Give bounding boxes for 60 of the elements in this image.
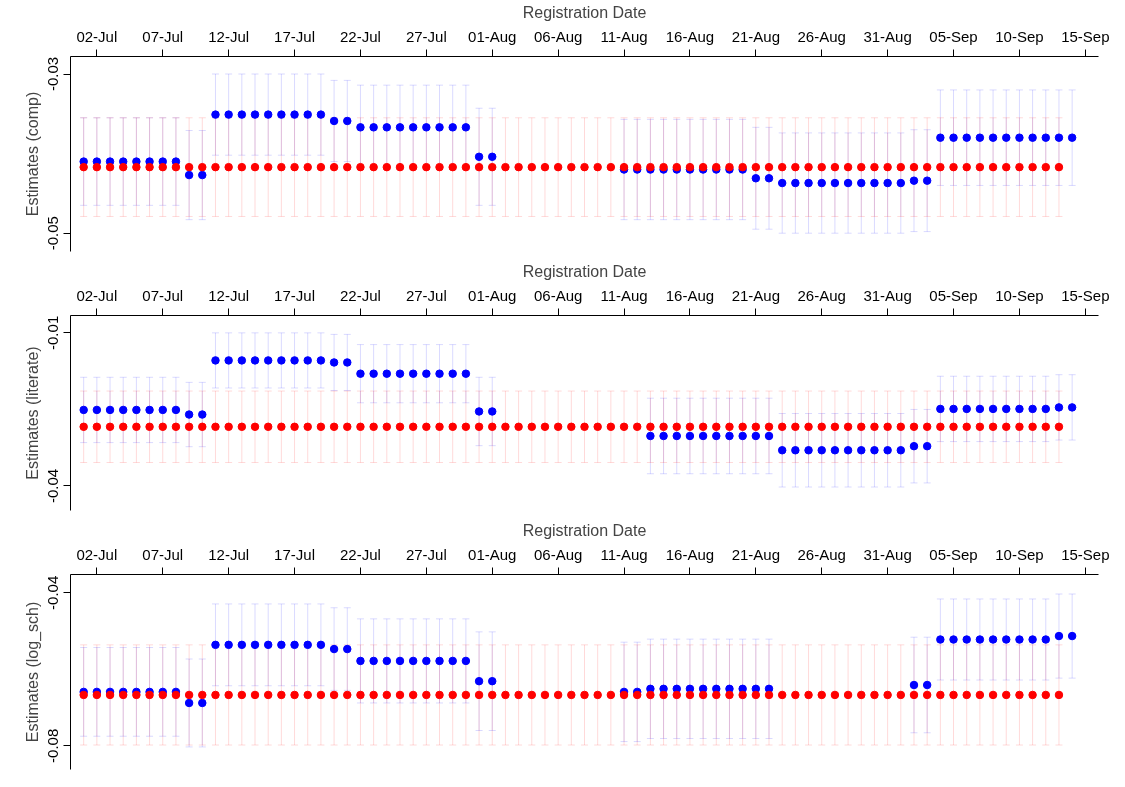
x-tick-label: 12-Jul: [208, 286, 250, 304]
y-tick-label: -0.05: [44, 216, 62, 251]
x-tick-label: 17-Jul: [274, 27, 315, 45]
x-tick-label: 05-Sep: [929, 286, 978, 304]
x-tick-label: 21-Aug: [731, 545, 781, 563]
x-tick-label: 16-Aug: [665, 545, 715, 563]
x-tick-label: 11-Aug: [600, 286, 648, 304]
x-tick-label: 01-Aug: [468, 27, 517, 45]
x-tick-label: 06-Aug: [533, 286, 583, 304]
x-tick-label: 22-Jul: [340, 27, 381, 45]
x-tick-label: 02-Jul: [76, 545, 118, 563]
x-tick-label: 15-Sep: [1061, 286, 1110, 304]
x-tick-label: 26-Aug: [797, 545, 846, 563]
x-tick-label: 06-Aug: [533, 545, 583, 563]
x-tick-label: 10-Sep: [995, 286, 1044, 304]
x-tick-label: 11-Aug: [600, 27, 648, 45]
y-tick-label: -0.04: [44, 575, 62, 610]
x-tick-label: 27-Jul: [405, 545, 447, 563]
y-axis-title: Estimates (log_sch): [23, 601, 42, 743]
x-tick-label: 10-Sep: [995, 27, 1044, 45]
x-axis-title: Registration Date: [522, 262, 647, 280]
x-tick-label: 05-Sep: [929, 545, 978, 563]
y-tick-label: -0.01: [44, 315, 62, 350]
y-axis-title: Estimates (comp): [23, 91, 41, 217]
x-tick-label: 16-Aug: [665, 27, 715, 45]
x-tick-label: 31-Aug: [863, 286, 912, 304]
x-tick-label: 17-Jul: [274, 286, 315, 304]
x-tick-label: 21-Aug: [731, 286, 781, 304]
x-tick-label: 26-Aug: [797, 27, 846, 45]
x-tick-label: 12-Jul: [208, 27, 250, 45]
x-tick-label: 27-Jul: [405, 27, 447, 45]
x-tick-label: 16-Aug: [665, 286, 715, 304]
x-axis-title: Registration Date: [522, 3, 647, 21]
x-tick-label: 11-Aug: [600, 545, 648, 563]
y-tick-label: -0.03: [44, 56, 62, 92]
x-tick-label: 27-Jul: [405, 286, 447, 304]
x-tick-label: 02-Jul: [76, 286, 118, 304]
x-tick-label: 31-Aug: [863, 545, 912, 563]
x-tick-label: 07-Jul: [142, 286, 184, 304]
x-tick-label: 15-Sep: [1061, 27, 1110, 45]
x-tick-label: 07-Jul: [142, 545, 184, 563]
x-tick-label: 31-Aug: [863, 27, 912, 45]
x-tick-label: 02-Jul: [76, 27, 118, 45]
x-tick-label: 10-Sep: [995, 545, 1044, 563]
x-tick-label: 12-Jul: [208, 545, 250, 563]
x-tick-label: 15-Sep: [1061, 545, 1110, 563]
x-tick-label: 06-Aug: [533, 27, 583, 45]
x-tick-label: 01-Aug: [468, 545, 517, 563]
y-axis-title: Estimates (literate): [23, 346, 41, 480]
x-tick-label: 21-Aug: [731, 27, 781, 45]
x-tick-label: 05-Sep: [929, 27, 978, 45]
x-tick-label: 17-Jul: [274, 545, 315, 563]
x-axis-title: Registration Date: [522, 521, 647, 539]
x-tick-label: 22-Jul: [340, 545, 381, 563]
y-tick-label: -0.04: [44, 468, 62, 504]
x-tick-label: 01-Aug: [468, 286, 517, 304]
x-tick-label: 22-Jul: [340, 286, 381, 304]
x-tick-label: 07-Jul: [142, 27, 184, 45]
y-tick-label: -0.08: [44, 728, 62, 763]
x-tick-label: 26-Aug: [797, 286, 846, 304]
